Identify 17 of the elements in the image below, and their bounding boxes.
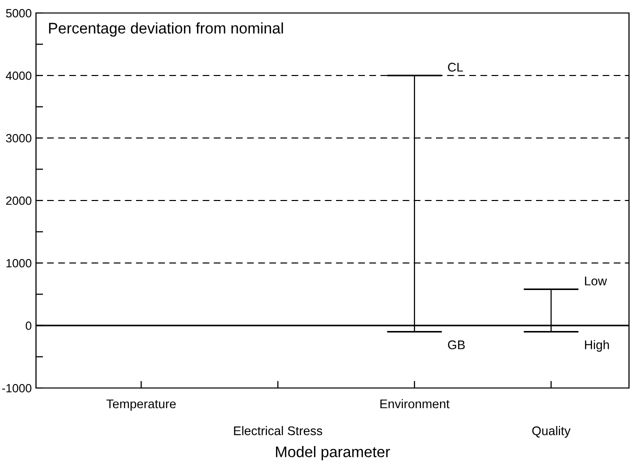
y-tick-label: 3000 [6, 134, 32, 142]
x-tick-label: Environment [380, 399, 450, 408]
annotation: GB [448, 340, 465, 350]
x-tick-label: Temperature [106, 400, 176, 411]
annotation: High [585, 340, 609, 352]
y-tick-label: 5000 [6, 9, 32, 18]
x-tick-label: Electrical Stress [234, 426, 322, 436]
x-axis-title: Model parameter [276, 446, 390, 460]
annotation: CL [448, 62, 463, 72]
y-tick-label: 0 [26, 322, 32, 330]
y-tick-label: 1000 [6, 259, 32, 268]
annotation: Low [585, 276, 607, 286]
y-tick-label: 2000 [6, 196, 32, 205]
x-tick-label: Quality [532, 426, 571, 438]
y-tick-label: 4000 [6, 72, 32, 80]
text: Percentage deviation from nominal [49, 22, 283, 37]
y-tick-label: -1000 [2, 384, 32, 392]
